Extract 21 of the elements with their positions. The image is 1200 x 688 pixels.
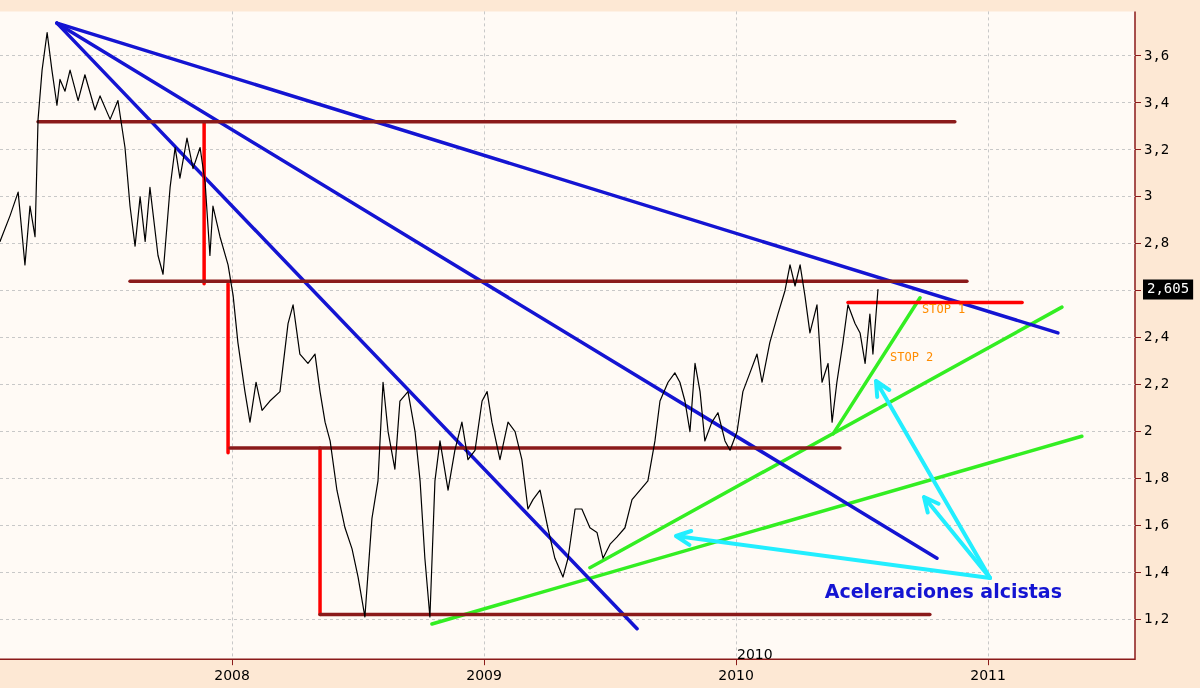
- annotation: 2010: [737, 645, 773, 662]
- annotation: STOP 1: [922, 302, 966, 317]
- y-tick-label: 3,6: [1144, 46, 1170, 63]
- y-tick-label: 2: [1144, 422, 1153, 439]
- y-tick-label: 2,8: [1144, 234, 1170, 251]
- y-tick-label: 2,2: [1144, 375, 1170, 392]
- x-tick-label: 2008: [214, 667, 250, 684]
- text: 2,605: [1147, 280, 1190, 297]
- x-tick-label: 2011: [970, 667, 1006, 684]
- y-tick-label: 1,2: [1144, 609, 1170, 626]
- y-tick-label: 1,6: [1144, 516, 1170, 533]
- x-tick-label: 2010: [718, 667, 754, 684]
- annotation: STOP 2: [890, 350, 934, 365]
- y-tick-label: 1,4: [1144, 563, 1170, 579]
- y-tick-label: 1,8: [1144, 469, 1170, 486]
- y-tick-label: 2,4: [1144, 328, 1170, 345]
- x-tick-label: 2009: [466, 667, 502, 684]
- y-tick-label: 3,2: [1144, 140, 1170, 157]
- y-tick-label: 3: [1144, 187, 1153, 204]
- annotation: Aceleraciones alcistas: [824, 579, 1062, 602]
- y-tick-label: 3,4: [1144, 93, 1170, 110]
